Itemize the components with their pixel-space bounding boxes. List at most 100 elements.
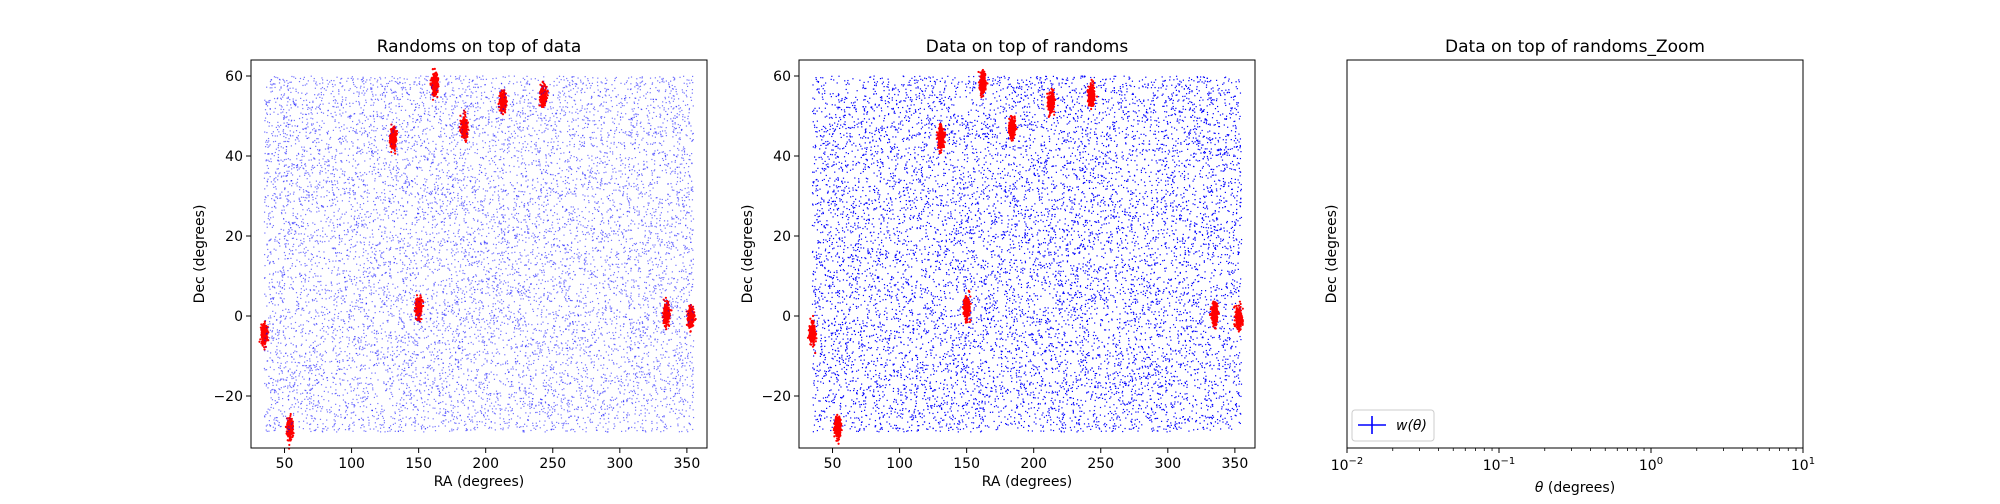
random-point: [483, 269, 485, 271]
random-point: [434, 99, 436, 102]
random-point: [333, 295, 335, 297]
random-point: [658, 327, 660, 329]
random-point: [338, 395, 341, 397]
random-point: [365, 315, 367, 317]
random-point: [465, 101, 467, 104]
random-point: [340, 414, 342, 416]
random-point: [322, 112, 325, 114]
random-point: [669, 195, 671, 197]
random-point: [642, 242, 644, 244]
random-point: [644, 193, 646, 195]
random-point: [678, 233, 680, 235]
random-point: [371, 246, 373, 248]
random-point: [503, 190, 505, 192]
random-point: [457, 182, 459, 184]
random-point: [323, 155, 325, 157]
random-point: [656, 133, 658, 135]
random-point: [393, 303, 395, 306]
random-point: [382, 411, 384, 413]
random-point: [519, 400, 522, 403]
random-point: [481, 261, 483, 263]
random-point: [478, 381, 480, 384]
random-point: [284, 235, 287, 237]
random-point: [334, 180, 336, 182]
random-point: [324, 288, 326, 290]
random-point: [530, 363, 532, 366]
random-point: [436, 175, 438, 177]
random-point: [414, 224, 416, 226]
random-point: [427, 213, 429, 216]
random-point: [405, 278, 407, 281]
random-point: [683, 265, 685, 268]
random-point: [452, 208, 454, 210]
random-point: [591, 159, 593, 161]
random-point: [417, 342, 419, 344]
random-point: [334, 111, 336, 113]
random-point: [656, 427, 659, 429]
random-point: [281, 299, 283, 301]
random-point: [656, 315, 658, 317]
random-point: [681, 157, 683, 159]
random-point: [652, 306, 654, 309]
random-point: [626, 193, 628, 195]
random-point: [300, 162, 303, 164]
data-point: [391, 127, 394, 130]
random-point: [652, 200, 654, 202]
random-point: [270, 397, 272, 399]
random-point: [263, 221, 266, 223]
random-point: [627, 255, 630, 257]
random-point: [547, 199, 549, 201]
random-point: [550, 293, 552, 295]
random-point: [660, 354, 662, 356]
random-point: [615, 294, 617, 296]
random-point: [516, 403, 518, 405]
random-point: [522, 158, 524, 160]
random-point: [398, 334, 400, 337]
random-point: [466, 86, 469, 88]
random-point: [502, 189, 504, 191]
random-point: [498, 198, 500, 200]
random-point: [659, 152, 661, 154]
random-point: [644, 346, 646, 348]
random-point: [442, 212, 445, 214]
random-point: [678, 149, 680, 151]
random-point: [608, 233, 610, 235]
random-point: [634, 170, 636, 172]
data-point: [539, 95, 542, 98]
random-point: [292, 212, 294, 214]
random-point: [503, 157, 505, 160]
random-point: [266, 121, 269, 123]
random-point: [497, 108, 499, 110]
random-point: [452, 375, 454, 377]
random-point: [567, 364, 569, 366]
random-point: [569, 264, 571, 266]
random-point: [662, 288, 664, 290]
random-point: [542, 385, 544, 387]
data-point: [464, 113, 467, 116]
random-point: [286, 205, 288, 207]
random-point: [529, 355, 531, 357]
random-point: [292, 193, 295, 195]
random-point: [274, 171, 277, 173]
random-point: [676, 392, 678, 394]
random-point: [589, 420, 591, 422]
random-point: [328, 199, 331, 202]
random-point: [634, 392, 637, 394]
random-point: [485, 124, 487, 127]
random-point: [291, 265, 293, 267]
scatter-points: [258, 67, 697, 450]
random-point: [503, 316, 505, 318]
random-point: [604, 295, 606, 297]
random-point: [553, 394, 555, 396]
random-point: [569, 322, 571, 324]
random-point: [442, 147, 444, 150]
random-point: [341, 213, 343, 215]
random-point: [321, 120, 323, 122]
random-point: [589, 344, 591, 347]
random-point: [523, 288, 526, 290]
random-point: [300, 233, 302, 235]
random-point: [347, 231, 349, 233]
random-point: [508, 95, 510, 97]
random-point: [489, 100, 492, 103]
random-point: [304, 398, 306, 400]
